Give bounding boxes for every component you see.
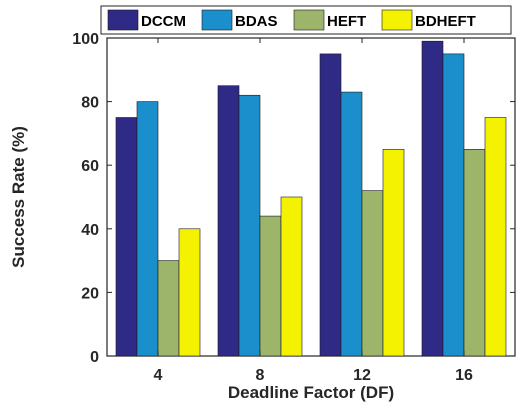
y-tick-label: 100 <box>72 31 99 48</box>
y-axis: 0 20 40 60 80 100 <box>72 31 515 366</box>
x-tick-label: 16 <box>455 367 473 384</box>
y-tick-label: 80 <box>81 95 99 112</box>
legend-label-heft: HEFT <box>327 13 366 30</box>
y-tick-label: 0 <box>90 349 99 366</box>
bar-bdheft-8 <box>280 196 303 357</box>
bar-heft-16 <box>463 149 486 357</box>
bar-bdas-12 <box>340 91 363 357</box>
bar-heft-4 <box>157 260 180 357</box>
x-axis-title: Deadline Factor (DF) <box>228 383 394 402</box>
bars-group <box>115 40 507 357</box>
x-tick-label: 12 <box>353 367 371 384</box>
plot-border <box>106 37 516 357</box>
legend-label-dccm: DCCM <box>141 13 186 30</box>
bar-dccm-4 <box>115 117 138 357</box>
y-axis-title: Success Rate (%) <box>9 126 28 268</box>
y-tick-label: 40 <box>81 222 99 239</box>
x-axis: 4 8 12 16 <box>154 38 473 384</box>
legend: DCCM BDAS HEFT BDHEFT <box>100 5 512 35</box>
x-tick-label: 8 <box>256 367 265 384</box>
bar-heft-8 <box>259 215 282 357</box>
bar-dccm-8 <box>217 85 240 357</box>
y-tick-label: 20 <box>81 285 99 302</box>
legend-label-bdas: BDAS <box>235 13 278 30</box>
x-tick-label: 4 <box>154 367 163 384</box>
plot-frame <box>106 37 516 357</box>
legend-swatch-dccm <box>107 9 139 31</box>
bar-bdas-8 <box>238 94 261 357</box>
bar-bdheft-16 <box>484 117 507 357</box>
bar-bdheft-4 <box>178 228 201 357</box>
bar-bdas-4 <box>136 101 159 357</box>
legend-label-bdheft: BDHEFT <box>415 13 476 30</box>
legend-swatch-bdas <box>201 9 233 31</box>
bar-dccm-12 <box>319 53 342 357</box>
bar-bdheft-12 <box>382 149 405 357</box>
y-tick-label: 60 <box>81 158 99 175</box>
bar-bdas-16 <box>442 53 465 357</box>
bar-dccm-16 <box>421 40 444 357</box>
bar-heft-12 <box>361 190 384 357</box>
legend-swatch-heft <box>293 9 325 31</box>
legend-swatch-bdheft <box>381 9 413 31</box>
